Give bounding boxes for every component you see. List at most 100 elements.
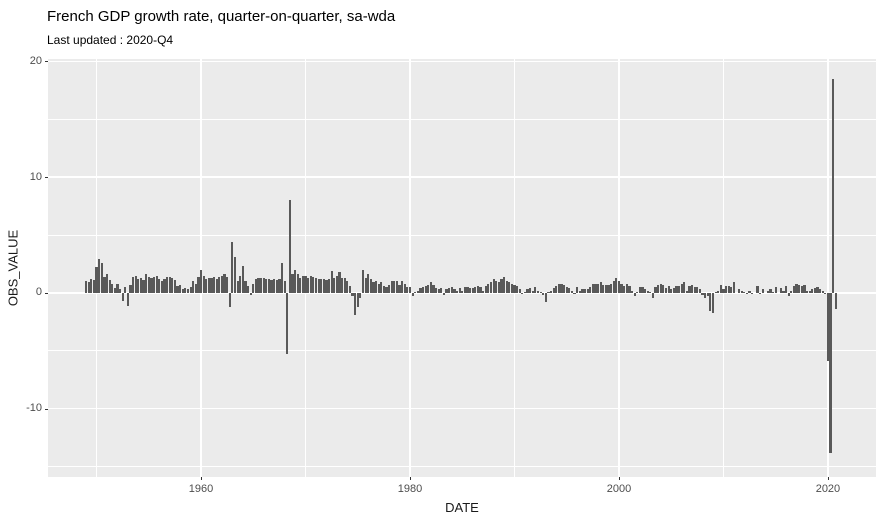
gdp-growth-bar [325,280,328,293]
gdp-growth-bar [145,274,148,293]
gdp-growth-bar [210,277,213,293]
gdp-growth-bar [771,291,775,293]
gdp-growth-bar [283,281,286,293]
gdp-growth-bar [487,283,490,293]
x-major-gridline [827,59,829,477]
gdp-growth-bar [205,279,208,293]
gdp-growth-bar [393,281,396,293]
gdp-growth-bar [563,284,566,293]
gdp-growth-bar [176,285,179,293]
gdp-growth-bar [90,279,93,293]
gdp-growth-bar [105,274,109,293]
gdp-growth-bar [610,283,613,293]
gdp-growth-bar [662,284,665,293]
gdp-growth-bar [657,284,660,293]
gdp-growth-bar [361,269,365,293]
gdp-growth-bar [100,262,103,293]
gdp-growth-bar [458,288,461,293]
gdp-growth-bar [513,284,516,293]
x-tick-label: 2000 [606,483,632,495]
gdp-growth-bar [659,283,662,293]
gdp-growth-bar [278,279,281,293]
gdp-growth-bar [826,292,830,362]
chart-subtitle: Last updated : 2020-Q4 [47,33,174,47]
gdp-growth-bar [523,291,527,293]
gdp-growth-bar [163,279,166,293]
gdp-growth-bar [468,288,472,293]
gdp-growth-bar [589,287,592,293]
gdp-growth-bar [521,292,524,295]
gdp-growth-bar [348,285,352,293]
y-tick-label: 10 [29,170,42,183]
x-major-gridline [200,59,202,477]
gdp-growth-bar [751,292,754,295]
gdp-growth-bar [834,292,837,310]
y-tick-mark [45,61,48,63]
gdp-growth-bar [495,281,498,293]
gdp-growth-bar [696,287,699,293]
gdp-growth-bar [401,281,404,293]
gdp-growth-bar [231,241,234,293]
gdp-growth-bar [192,281,195,293]
gdp-growth-bar [132,276,135,293]
gdp-growth-bar [832,78,835,293]
gdp-growth-bar [706,292,709,297]
gdp-growth-bar [672,288,675,293]
gdp-growth-bar [790,290,793,293]
gdp-growth-bar [745,292,749,295]
gdp-growth-bar [792,285,796,293]
y-tick-mark [45,408,48,410]
gdp-growth-bar [779,288,782,293]
y-major-gridline [48,292,876,294]
y-major-gridline [48,60,876,63]
gdp-growth-bar [414,291,417,293]
gdp-growth-bar [688,285,691,293]
gdp-growth-bar [236,281,239,293]
gdp-growth-bar [698,289,702,293]
gdp-growth-bar [442,292,446,296]
gdp-growth-bar [599,282,602,293]
gdp-growth-bar [440,288,443,293]
gdp-growth-bar [704,292,707,298]
gdp-growth-bar [471,288,474,293]
gdp-growth-bar [560,283,563,293]
gdp-growth-bar [677,285,681,293]
gdp-growth-bar [536,290,540,293]
gdp-growth-bar [581,289,584,293]
x-minor-gridline [305,59,306,477]
gdp-growth-bar [795,283,798,293]
gdp-growth-bar [98,259,101,293]
gdp-growth-bar [769,289,772,293]
gdp-growth-bar [181,289,184,293]
x-tick-label: 1960 [188,483,214,495]
gdp-growth-bar [239,275,242,293]
gdp-growth-bar [218,276,221,293]
gdp-growth-bar [774,287,777,293]
gdp-growth-bar [429,282,432,293]
gdp-growth-bar [466,287,469,293]
gdp-growth-bar [667,285,670,293]
gdp-growth-bar [354,292,357,315]
gdp-growth-bar [380,282,383,293]
gdp-growth-bar [359,292,362,298]
gdp-growth-bar [249,292,252,296]
gdp-growth-bar [335,275,338,293]
gdp-growth-bar [207,277,210,293]
gdp-growth-bar [92,280,96,293]
gdp-growth-bar [435,288,438,293]
gdp-growth-bar [385,287,388,293]
gdp-growth-bar [108,280,111,293]
gdp-growth-bar [552,288,555,293]
x-axis-title: DATE [445,500,479,515]
gdp-growth-bar [787,292,790,297]
gdp-growth-bar [573,292,576,295]
gdp-growth-bar [369,279,372,293]
gdp-growth-bar [314,277,318,293]
chart-title: French GDP growth rate, quarter-on-quart… [47,8,396,25]
gdp-growth-bar [155,275,158,293]
gdp-growth-bar [604,284,607,293]
gdp-growth-bar [142,280,145,293]
y-minor-gridline [48,234,876,236]
gdp-growth-bar [620,283,623,293]
